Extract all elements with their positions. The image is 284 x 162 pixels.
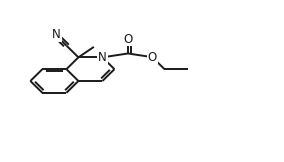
Text: N: N	[52, 28, 60, 41]
Text: O: O	[148, 51, 157, 64]
Text: O: O	[123, 33, 133, 46]
Text: N: N	[98, 51, 107, 64]
